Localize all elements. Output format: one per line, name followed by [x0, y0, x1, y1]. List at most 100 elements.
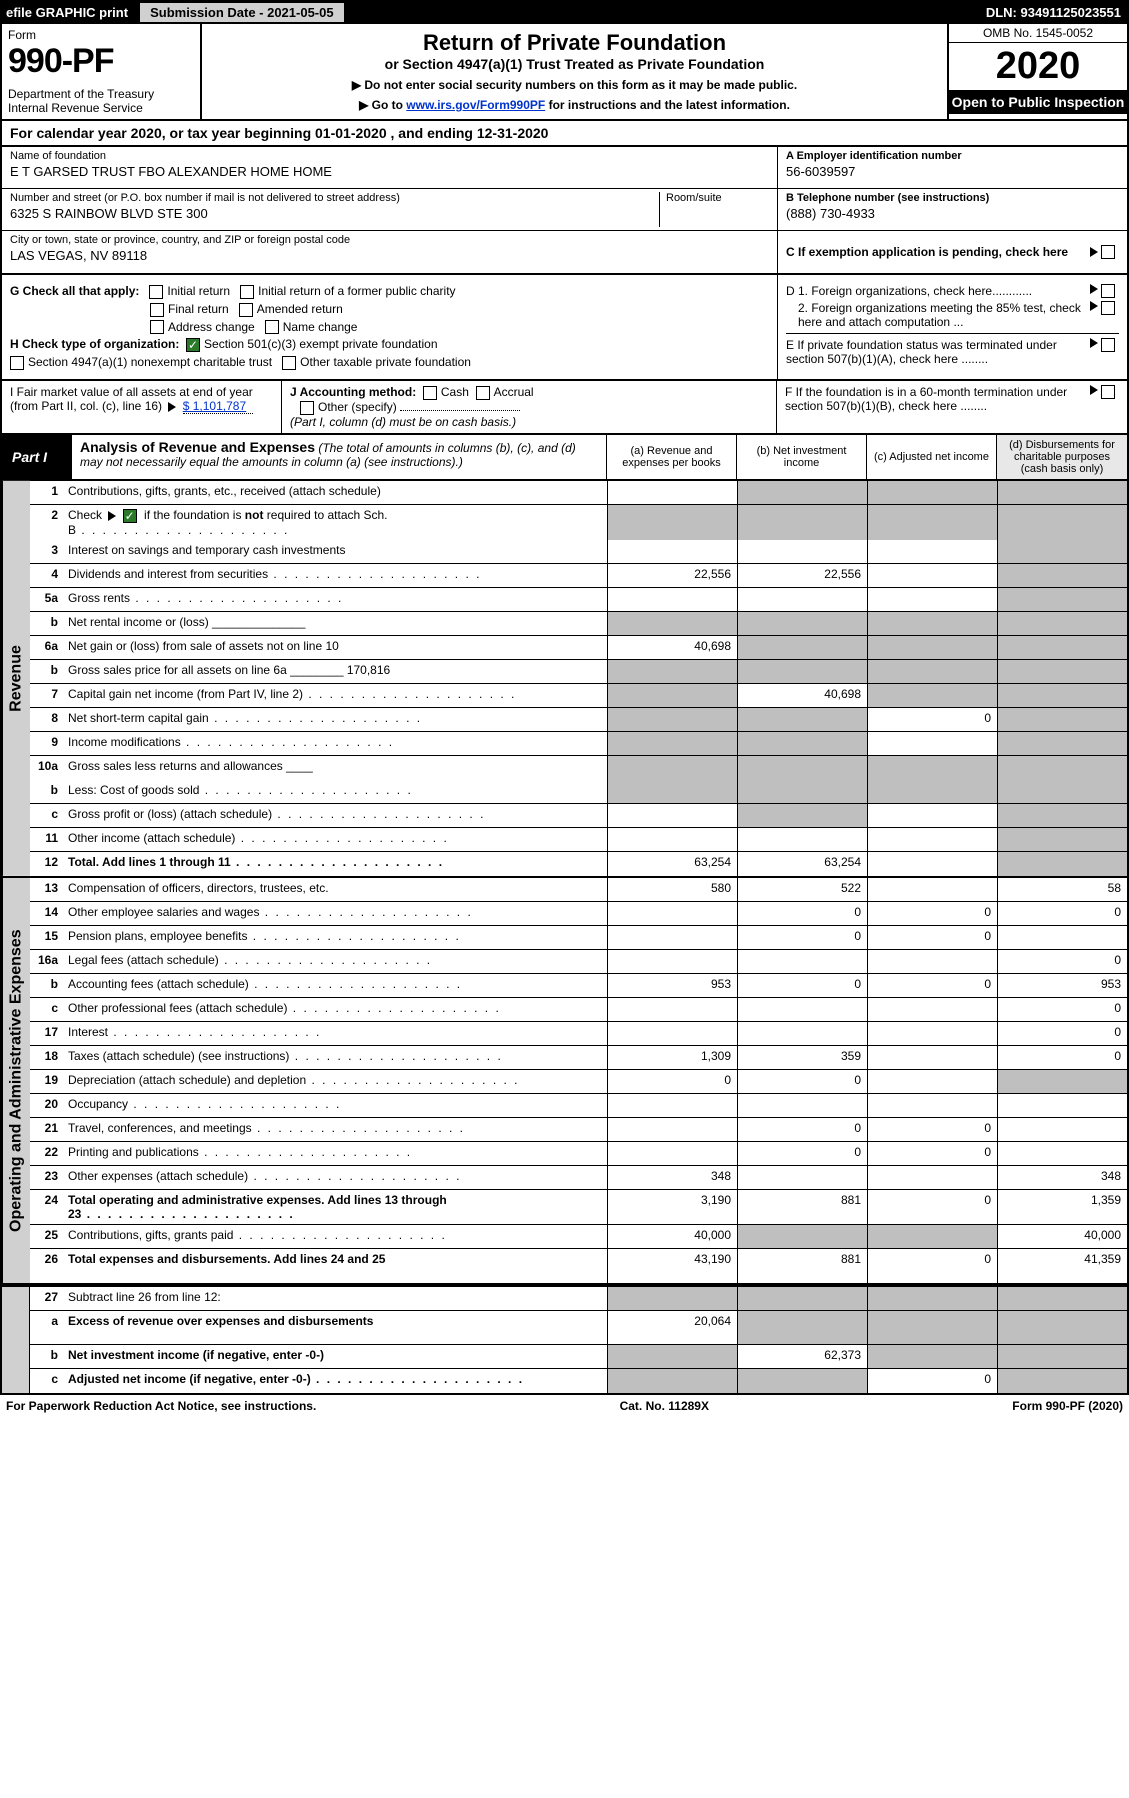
cash-checkbox[interactable]: [423, 386, 437, 400]
amount-cell: [737, 1166, 867, 1189]
table-row: bNet rental income or (loss) ___________…: [30, 612, 1127, 636]
d1-checkbox[interactable]: [1101, 284, 1115, 298]
table-row: 20Occupancy: [30, 1094, 1127, 1118]
schb-checkbox[interactable]: [123, 509, 137, 523]
j-note: (Part I, column (d) must be on cash basi…: [290, 415, 768, 429]
line-number: 22: [30, 1142, 64, 1165]
accrual-checkbox[interactable]: [476, 386, 490, 400]
amount-cell: [737, 660, 867, 683]
amount-cell: [997, 660, 1127, 683]
table-row: 18Taxes (attach schedule) (see instructi…: [30, 1046, 1127, 1070]
amount-cell: [997, 1070, 1127, 1093]
name-label: Name of foundation: [10, 150, 769, 162]
final-return-checkbox[interactable]: [150, 303, 164, 317]
amount-cell: [607, 926, 737, 949]
amount-cell: [607, 756, 737, 780]
amount-cell: 0: [867, 1190, 997, 1224]
part1-header: Part I Analysis of Revenue and Expenses …: [0, 435, 1129, 481]
amount-cell: [997, 756, 1127, 780]
amount-cell: [737, 1311, 867, 1344]
other-taxable-checkbox[interactable]: [282, 356, 296, 370]
i-value[interactable]: $ 1,101,787: [183, 399, 253, 414]
addr-change-checkbox[interactable]: [150, 320, 164, 334]
amount-cell: [607, 481, 737, 504]
arrow-icon: [1090, 247, 1098, 257]
line-number: c: [30, 804, 64, 827]
name-change-checkbox[interactable]: [265, 320, 279, 334]
line-number: 10a: [30, 756, 64, 780]
amount-cell: 0: [867, 1142, 997, 1165]
table-row: 12Total. Add lines 1 through 1163,25463,…: [30, 852, 1127, 876]
other-method-checkbox[interactable]: [300, 401, 314, 415]
table-row: 5aGross rents: [30, 588, 1127, 612]
line-description: Travel, conferences, and meetings: [64, 1118, 607, 1141]
line-number: a: [30, 1311, 64, 1344]
amount-cell: [997, 1345, 1127, 1368]
line-description: Taxes (attach schedule) (see instruction…: [64, 1046, 607, 1069]
net-section: 27Subtract line 26 from line 12:aExcess …: [0, 1285, 1129, 1395]
amount-cell: 0: [737, 902, 867, 925]
line-number: 11: [30, 828, 64, 851]
amount-cell: 1,309: [607, 1046, 737, 1069]
table-row: 2Check if the foundation is not required…: [30, 505, 1127, 540]
e-label: E If private foundation status was termi…: [786, 338, 1087, 366]
amount-cell: 0: [867, 1249, 997, 1283]
col-c-header: (c) Adjusted net income: [867, 435, 997, 479]
col-a-header: (a) Revenue and expenses per books: [607, 435, 737, 479]
submission-date: Submission Date - 2021-05-05: [140, 3, 344, 22]
form-header: Form 990-PF Department of the Treasury I…: [0, 24, 1129, 121]
amount-cell: 22,556: [737, 564, 867, 587]
initial-former-checkbox[interactable]: [240, 285, 254, 299]
amount-cell: [607, 684, 737, 707]
amount-cell: 20,064: [607, 1311, 737, 1344]
d2-checkbox[interactable]: [1101, 301, 1115, 315]
line-description: Adjusted net income (if negative, enter …: [64, 1369, 607, 1393]
amount-cell: 0: [607, 1070, 737, 1093]
amount-cell: [997, 732, 1127, 755]
amount-cell: [607, 540, 737, 563]
line-number: 4: [30, 564, 64, 587]
4947-checkbox[interactable]: [10, 356, 24, 370]
line-description: Contributions, gifts, grants, etc., rece…: [64, 481, 607, 504]
pending-checkbox[interactable]: [1101, 245, 1115, 259]
amount-cell: [737, 950, 867, 973]
501c3-checkbox[interactable]: [186, 338, 200, 352]
table-row: cOther professional fees (attach schedul…: [30, 998, 1127, 1022]
amount-cell: [997, 1118, 1127, 1141]
revenue-section: Revenue 1Contributions, gifts, grants, e…: [0, 481, 1129, 878]
table-row: 6aNet gain or (loss) from sale of assets…: [30, 636, 1127, 660]
amount-cell: [607, 804, 737, 827]
line-description: Net gain or (loss) from sale of assets n…: [64, 636, 607, 659]
line-description: Other professional fees (attach schedule…: [64, 998, 607, 1021]
amount-cell: 348: [607, 1166, 737, 1189]
amount-cell: [997, 684, 1127, 707]
amount-cell: 1,359: [997, 1190, 1127, 1224]
e-checkbox[interactable]: [1101, 338, 1115, 352]
line-number: 24: [30, 1190, 64, 1224]
line-number: 3: [30, 540, 64, 563]
amount-cell: 522: [737, 878, 867, 901]
h-label: H Check type of organization:: [10, 337, 179, 351]
amount-cell: [607, 998, 737, 1021]
line-description: Legal fees (attach schedule): [64, 950, 607, 973]
amount-cell: 40,698: [737, 684, 867, 707]
irs-link[interactable]: www.irs.gov/Form990PF: [406, 98, 545, 112]
part1-title: Analysis of Revenue and Expenses (The to…: [72, 435, 607, 479]
amount-cell: [737, 804, 867, 827]
line-description: Pension plans, employee benefits: [64, 926, 607, 949]
amount-cell: [867, 588, 997, 611]
table-row: cAdjusted net income (if negative, enter…: [30, 1369, 1127, 1393]
amount-cell: 0: [867, 1369, 997, 1393]
amount-cell: 62,373: [737, 1345, 867, 1368]
initial-return-checkbox[interactable]: [149, 285, 163, 299]
line-description: Net rental income or (loss) ____________…: [64, 612, 607, 635]
f-checkbox[interactable]: [1101, 385, 1115, 399]
amended-return-checkbox[interactable]: [239, 303, 253, 317]
line-description: Interest: [64, 1022, 607, 1045]
amount-cell: [607, 1369, 737, 1393]
d1-label: D 1. Foreign organizations, check here..…: [786, 284, 1087, 298]
amount-cell: 0: [997, 1046, 1127, 1069]
table-row: 21Travel, conferences, and meetings00: [30, 1118, 1127, 1142]
table-row: bNet investment income (if negative, ent…: [30, 1345, 1127, 1369]
table-row: 24Total operating and administrative exp…: [30, 1190, 1127, 1225]
